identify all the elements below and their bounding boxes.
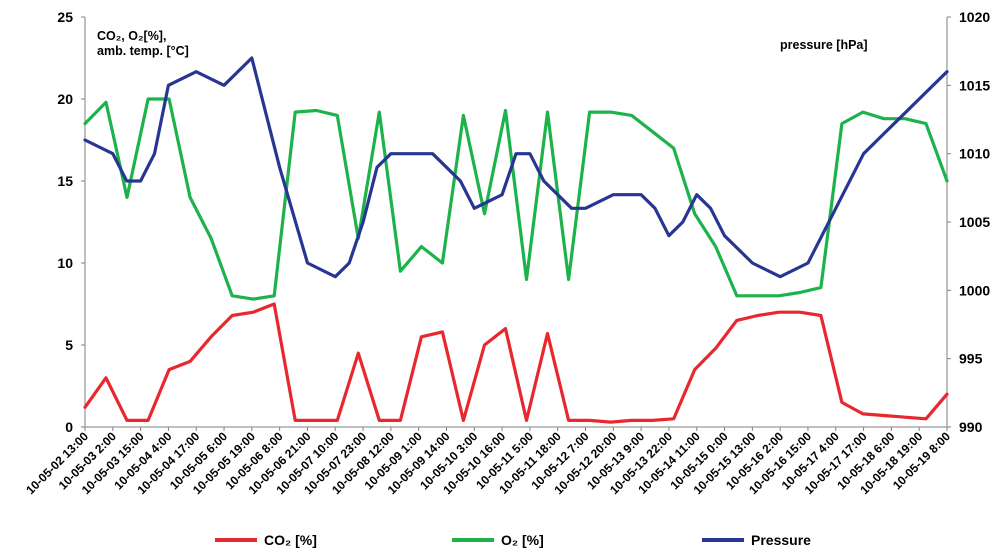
left-tick-label: 0 [65, 419, 73, 435]
legend-label-o2: O₂ [%] [501, 532, 544, 548]
left-axis-title-line1: CO₂, O₂[%], [97, 29, 166, 43]
legend-label-pressure: Pressure [751, 532, 811, 548]
left-tick-label: 15 [57, 173, 73, 189]
left-tick-label: 20 [57, 91, 73, 107]
plot-frame [84, 17, 948, 428]
left-tick-label: 25 [57, 9, 73, 25]
right-axis-title: pressure [hPa] [780, 38, 868, 52]
left-axis-title-line2: amb. temp. [°C] [97, 44, 189, 58]
right-tick-label: 1005 [959, 214, 990, 230]
series-line-co2 [83, 302, 949, 424]
right-tick-label: 1010 [959, 146, 990, 162]
right-y-axis: 990 995 1000 1005 1010 1015 1020 [947, 9, 990, 435]
left-tick-label: 10 [57, 255, 73, 271]
right-tick-label: 995 [959, 351, 983, 367]
right-tick-label: 1020 [959, 9, 990, 25]
right-tick-label: 1000 [959, 282, 990, 298]
right-tick-label: 990 [959, 419, 983, 435]
right-tick-label: 1015 [959, 77, 990, 93]
left-y-axis: 0 5 10 15 20 25 [57, 9, 85, 435]
left-tick-label: 5 [65, 337, 73, 353]
series-line-pressure [83, 56, 949, 279]
series-line-o2 [83, 97, 949, 301]
legend-label-co2: CO₂ [%] [264, 532, 317, 548]
legend: CO₂ [%] O₂ [%] Pressure [215, 532, 811, 548]
series-layer [83, 56, 949, 424]
